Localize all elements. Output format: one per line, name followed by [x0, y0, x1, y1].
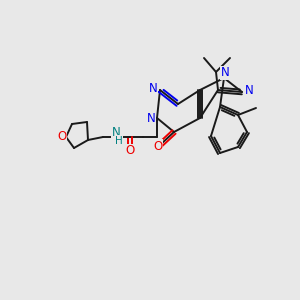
Text: O: O — [57, 130, 67, 142]
Text: O: O — [125, 145, 135, 158]
Text: N: N — [244, 85, 253, 98]
Text: N: N — [220, 67, 230, 80]
Text: N: N — [148, 82, 158, 95]
Text: N: N — [147, 112, 155, 124]
Text: H: H — [115, 136, 123, 146]
Text: O: O — [153, 140, 163, 152]
Text: N: N — [112, 125, 120, 139]
